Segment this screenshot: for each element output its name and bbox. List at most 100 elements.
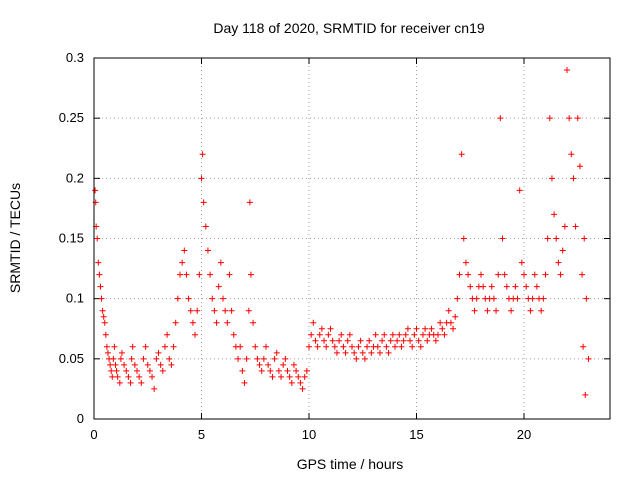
data-point: [103, 343, 110, 350]
data-point: [435, 331, 441, 338]
data-point: [183, 271, 190, 278]
data-point: [325, 331, 332, 338]
data-point: [239, 367, 246, 374]
x-tick-label: 0: [90, 427, 97, 442]
data-point: [359, 349, 366, 356]
data-point: [181, 247, 188, 254]
data-point: [381, 331, 388, 338]
data-point: [574, 115, 581, 122]
data-point: [512, 283, 519, 290]
data-point: [228, 307, 235, 314]
data-point: [151, 385, 158, 392]
data-point: [102, 331, 109, 338]
data-point: [112, 361, 119, 368]
data-point: [138, 379, 145, 386]
data-point: [107, 361, 114, 368]
data-point: [432, 337, 439, 344]
data-point: [396, 331, 403, 338]
data-point: [409, 343, 416, 350]
data-point: [194, 307, 201, 314]
data-point: [521, 271, 527, 278]
y-tick-label: 0.2: [66, 170, 84, 185]
data-point: [241, 379, 248, 386]
data-point: [247, 271, 254, 278]
data-point: [411, 331, 418, 338]
data-point: [98, 295, 105, 302]
data-point: [355, 343, 362, 350]
data-point: [140, 355, 147, 362]
data-point: [217, 259, 224, 266]
data-point: [174, 295, 181, 302]
data-point: [417, 343, 424, 350]
data-point: [258, 367, 265, 374]
data-point: [516, 187, 523, 194]
data-point: [108, 367, 115, 374]
data-point: [450, 325, 457, 332]
data-point: [149, 373, 156, 380]
data-point: [109, 373, 116, 380]
data-point: [566, 115, 573, 122]
data-point: [224, 319, 231, 326]
data-point: [95, 259, 102, 266]
data-point: [293, 367, 300, 374]
data-point: [168, 361, 175, 368]
data-point: [501, 271, 508, 278]
x-tick-label: 5: [198, 427, 205, 442]
data-point: [570, 175, 577, 182]
data-point: [321, 337, 328, 344]
data-point: [361, 355, 368, 362]
data-point: [177, 271, 183, 278]
data-point: [220, 295, 226, 302]
data-point: [161, 343, 168, 350]
data-point: [280, 361, 287, 368]
data-point: [407, 337, 414, 344]
data-point: [428, 325, 435, 332]
data-point: [295, 373, 302, 380]
x-tick-label: 10: [302, 427, 316, 442]
y-tick-label: 0.3: [66, 50, 84, 65]
data-point: [118, 349, 125, 356]
y-tick-label: 0: [77, 411, 84, 426]
data-point: [267, 367, 274, 374]
data-point: [413, 325, 420, 332]
data-point: [278, 373, 285, 380]
data-point: [398, 343, 405, 350]
data-point: [495, 271, 502, 278]
data-point: [260, 355, 267, 362]
data-point: [207, 271, 214, 278]
data-point: [568, 151, 575, 158]
data-point: [514, 295, 521, 302]
data-point: [441, 331, 448, 338]
data-point: [333, 349, 340, 356]
data-point: [222, 307, 229, 314]
data-point: [269, 373, 276, 380]
data-point: [179, 259, 186, 266]
data-point: [164, 331, 171, 338]
data-point: [555, 259, 562, 266]
data-point: [499, 235, 506, 242]
data-point: [318, 325, 325, 332]
data-point: [462, 259, 469, 266]
data-point: [121, 361, 128, 368]
data-point: [508, 307, 515, 314]
data-point: [172, 319, 179, 326]
data-point: [580, 343, 587, 350]
data-point: [404, 325, 411, 332]
data-point: [288, 379, 295, 386]
data-point: [385, 349, 392, 356]
data-point: [92, 187, 99, 194]
data-point: [331, 343, 338, 350]
data-point: [544, 235, 551, 242]
grid-lines: [94, 58, 610, 419]
data-point: [553, 235, 560, 242]
data-points: [92, 67, 592, 398]
data-point: [394, 337, 401, 344]
data-point: [387, 337, 394, 344]
data-point: [439, 325, 446, 332]
data-point: [185, 295, 192, 302]
x-axis-label: GPS time / hours: [297, 456, 404, 472]
data-point: [254, 355, 261, 362]
data-point: [104, 349, 111, 356]
data-point: [252, 343, 259, 350]
